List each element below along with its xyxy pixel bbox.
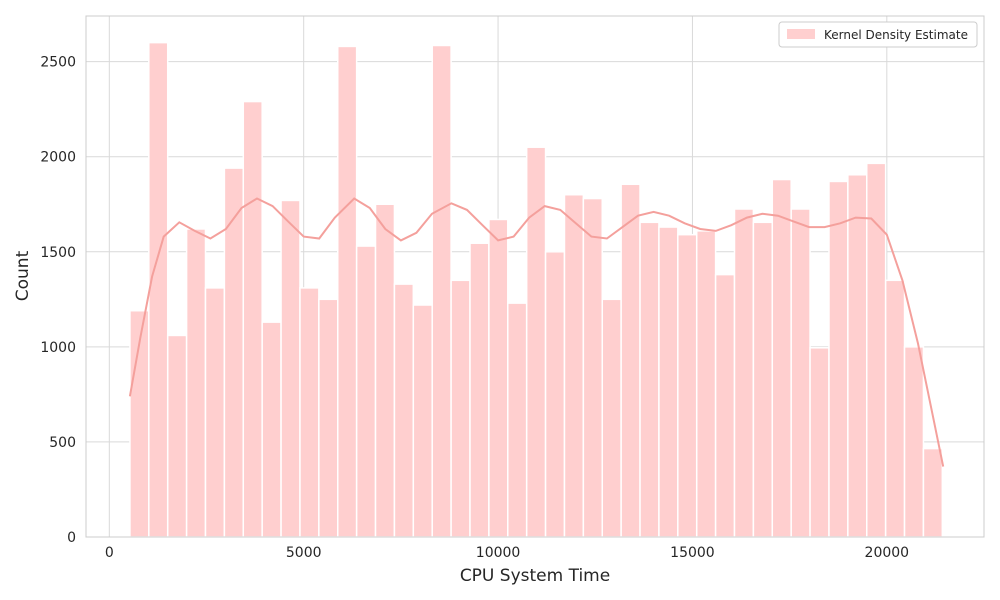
histogram-bar-41	[903, 346, 925, 538]
histogram-bar-17	[450, 279, 471, 538]
histogram-bar-14	[393, 283, 415, 538]
histogram-bar-7	[261, 321, 282, 538]
histogram-bar-8	[280, 199, 301, 538]
histogram-bar-13	[374, 203, 396, 538]
histogram-bar-42	[922, 447, 944, 538]
histogram-bar-10	[318, 298, 339, 538]
histogram-bar-34	[771, 178, 792, 538]
histogram-bar-6	[242, 100, 263, 538]
histogram-bar-16	[431, 44, 452, 538]
histogram-bar-4	[204, 287, 226, 538]
histogram-bar-26	[620, 183, 641, 538]
histogram-bar-32	[733, 208, 755, 538]
histogram-bar-39	[866, 162, 887, 538]
histogram-bar-35	[790, 208, 811, 538]
legend-label: Kernel Density Estimate	[824, 28, 968, 42]
histogram-bar-3	[185, 228, 207, 538]
y-axis-title: Count	[13, 250, 33, 301]
histogram-bar-25	[601, 298, 622, 538]
y-axis-ticks: 0 500 1000 1500 2000 2500	[40, 55, 76, 546]
x-tick-label-3: 15000	[670, 545, 715, 561]
plot-frame	[85, 15, 985, 538]
y-tick-label-3: 1500	[40, 245, 76, 261]
x-tick-label-2: 10000	[476, 545, 521, 561]
legend-swatch	[787, 29, 815, 39]
histogram-bar-19	[488, 218, 509, 538]
y-tick-label-4: 2000	[40, 150, 76, 166]
histogram-bar-31	[714, 273, 736, 538]
histogram-bars	[129, 41, 944, 538]
y-tick-label-0: 0	[67, 530, 76, 546]
histogram-bar-24	[582, 197, 604, 538]
x-axis-title: CPU System Time	[460, 566, 610, 586]
kde-curve	[128, 197, 945, 467]
histogram-bar-29	[677, 233, 698, 538]
histogram-bar-12	[355, 245, 377, 538]
histogram-bar-27	[639, 221, 660, 538]
histogram-bar-40	[884, 279, 906, 538]
histogram-bar-11	[337, 45, 358, 538]
histogram-bar-2	[166, 334, 188, 538]
histogram-bar-23	[563, 193, 585, 538]
histogram-bar-28	[658, 226, 679, 538]
histogram-bar-38	[847, 174, 868, 538]
x-tick-label-4: 20000	[865, 545, 910, 561]
histogram-bar-36	[809, 347, 830, 538]
x-axis-ticks: 0 5000 10000 15000 20000	[105, 545, 909, 561]
histogram-bar-30	[695, 230, 717, 538]
histogram-bar-22	[544, 251, 566, 538]
y-tick-label-5: 2500	[40, 55, 76, 71]
histogram-bar-1	[148, 41, 169, 538]
y-tick-label-2: 1000	[40, 340, 76, 356]
histogram-bar-18	[469, 242, 490, 538]
histogram-bar-5	[223, 167, 245, 538]
legend-box	[778, 21, 978, 48]
histogram-bar-15	[412, 304, 433, 538]
histogram-bar-20	[507, 302, 528, 538]
histogram-bar-37	[828, 180, 849, 538]
histogram-bar-33	[752, 221, 774, 538]
legend: Kernel Density Estimate	[778, 21, 978, 48]
histogram-bar-21	[525, 146, 547, 538]
y-tick-label-1: 500	[49, 435, 76, 451]
x-tick-label-0: 0	[105, 545, 114, 561]
histogram-bar-9	[299, 287, 320, 538]
x-tick-label-1: 5000	[286, 545, 322, 561]
